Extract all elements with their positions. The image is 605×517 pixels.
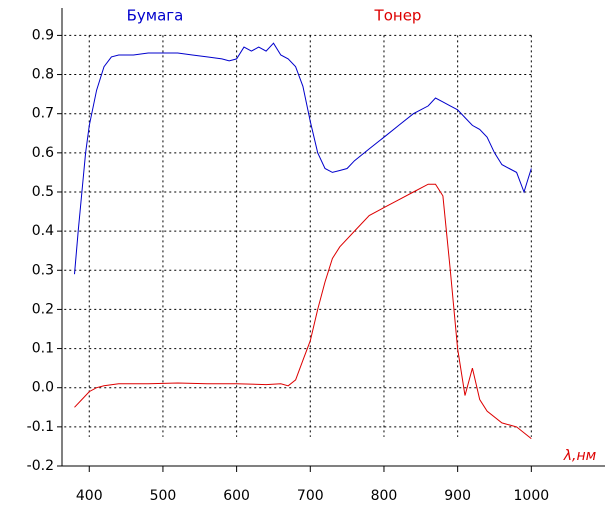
legend-label: Тонер (374, 7, 422, 25)
x-axis-label: λ,нм (563, 448, 597, 464)
y-tick-label: -0.1 (27, 419, 54, 435)
x-tick-label: 900 (444, 488, 471, 504)
x-tick-label: 1000 (514, 488, 550, 504)
y-tick-label: 0.1 (32, 341, 54, 357)
y-tick-label: 0.4 (32, 223, 54, 239)
y-tick-label: 0.3 (32, 262, 54, 278)
y-tick-label: 0.6 (32, 145, 54, 161)
x-tick-label: 500 (150, 488, 177, 504)
x-tick-label: 400 (76, 488, 103, 504)
series-line (74, 183, 532, 439)
y-tick-label: 0.2 (32, 301, 54, 317)
series-line (74, 42, 532, 275)
y-tick-label: 0.0 (32, 380, 54, 396)
y-tick-label: -0.2 (27, 458, 54, 474)
x-tick-label: 700 (297, 488, 324, 504)
x-tick-label: 800 (371, 488, 398, 504)
y-tick-label: 0.7 (32, 106, 54, 122)
y-tick-label: 0.8 (32, 67, 54, 83)
legend-label: Бумага (127, 7, 184, 25)
y-tick-label: 0.9 (32, 27, 54, 43)
x-tick-label: 600 (223, 488, 250, 504)
y-tick-label: 0.5 (32, 184, 54, 200)
